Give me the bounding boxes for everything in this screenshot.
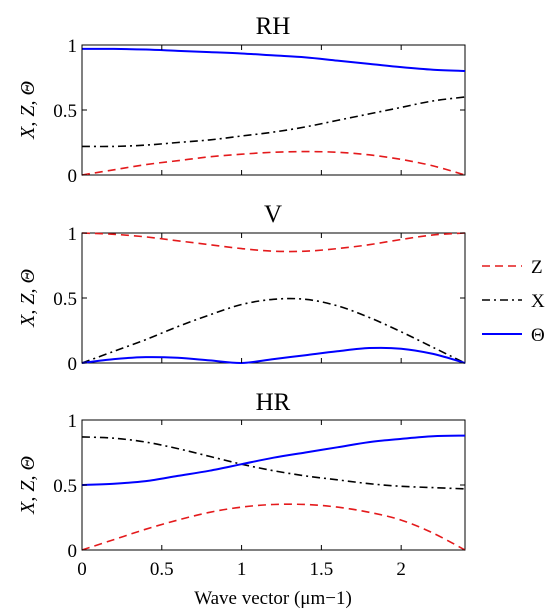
- series-line-theta: [81, 47, 466, 72]
- marks-rh: [81, 47, 466, 176]
- panel-title-hr: HR: [256, 389, 291, 416]
- marks-v: [81, 232, 466, 365]
- x-tick-label: 2: [396, 559, 406, 580]
- x-tick-label: 0: [77, 559, 87, 580]
- panel-v: V 00.51 X, Z, Θ: [17, 201, 466, 375]
- series-line-z: [81, 232, 466, 253]
- y-tick-label: 1: [68, 411, 78, 432]
- legend-label: X: [531, 291, 545, 312]
- x-tick-labels: 0 0.5 1 1.5 2: [77, 559, 406, 580]
- marks-hr: [81, 434, 466, 551]
- legend-label: Θ: [531, 325, 545, 346]
- y-tick-label: 0: [68, 166, 78, 187]
- y-tick-label: 1: [68, 224, 78, 245]
- panel-title-v: V: [264, 201, 282, 228]
- x-tick-label: 1.5: [310, 559, 334, 580]
- series-line-x: [81, 297, 466, 364]
- series-line-theta: [81, 434, 466, 486]
- legend: ZXΘ: [482, 257, 545, 346]
- series-line-theta: [81, 346, 466, 365]
- legend-label: Z: [531, 257, 543, 278]
- ticks-v: 00.51: [53, 224, 465, 375]
- ticks-rh: 00.51: [53, 36, 465, 187]
- panel-title-rh: RH: [256, 13, 291, 40]
- y-tick-label: 0.5: [53, 101, 77, 122]
- series-line-z: [81, 503, 466, 551]
- x-tick-label: 0.5: [150, 559, 174, 580]
- ticks-hr: 00.51: [53, 411, 465, 562]
- ylabel-hr: X, Z, Θ: [17, 456, 39, 515]
- axes-box-hr: [81, 419, 466, 551]
- x-axis-label: Wave vector (μm−1): [194, 588, 352, 609]
- panel-hr: HR 00.51 X, Z, Θ: [17, 389, 466, 562]
- y-tick-label: 0: [68, 354, 78, 375]
- ylabel-rh: X, Z, Θ: [17, 81, 39, 140]
- series-line-x: [81, 96, 466, 148]
- x-tick-label: 1: [237, 559, 247, 580]
- axes-box-v: [81, 232, 466, 364]
- axes-box-rh: [81, 44, 466, 176]
- series-line-z: [81, 150, 466, 176]
- panel-rh: RH 00.51 X, Z, Θ: [17, 13, 466, 187]
- y-tick-label: 0.5: [53, 476, 77, 497]
- ylabel-v: X, Z, Θ: [17, 269, 39, 328]
- y-tick-label: 0.5: [53, 289, 77, 310]
- y-tick-label: 0: [68, 541, 78, 562]
- y-tick-label: 1: [68, 36, 78, 57]
